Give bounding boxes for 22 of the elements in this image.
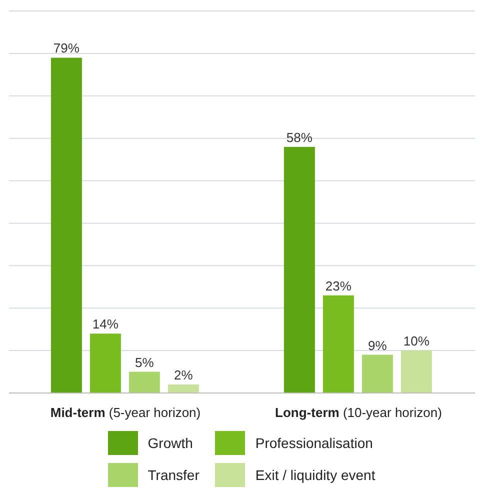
bar [322,295,354,393]
data-label: 2% [174,368,194,383]
x-tick-label: Mid-term (5-year horizon) [50,405,201,420]
bar [400,350,432,393]
bar [284,146,315,393]
legend-label: Exit / liquidity event [255,467,376,483]
bar [90,334,121,393]
data-label: 14% [92,316,119,332]
x-tick-label: Long-term (10-year horizon) [275,405,442,420]
bar [362,354,393,393]
bar [50,58,82,393]
bar [128,372,160,393]
legend-label: Growth [148,435,193,451]
data-label: 9% [368,338,388,353]
legend-label: Transfer [148,467,200,483]
legend-label: Professionalisation [255,435,373,451]
bar [168,384,199,393]
data-label: 58% [286,130,313,145]
data-label: 79% [53,40,80,56]
data-label: 23% [325,278,352,294]
data-label: 5% [135,354,154,370]
data-label: 10% [403,334,430,349]
